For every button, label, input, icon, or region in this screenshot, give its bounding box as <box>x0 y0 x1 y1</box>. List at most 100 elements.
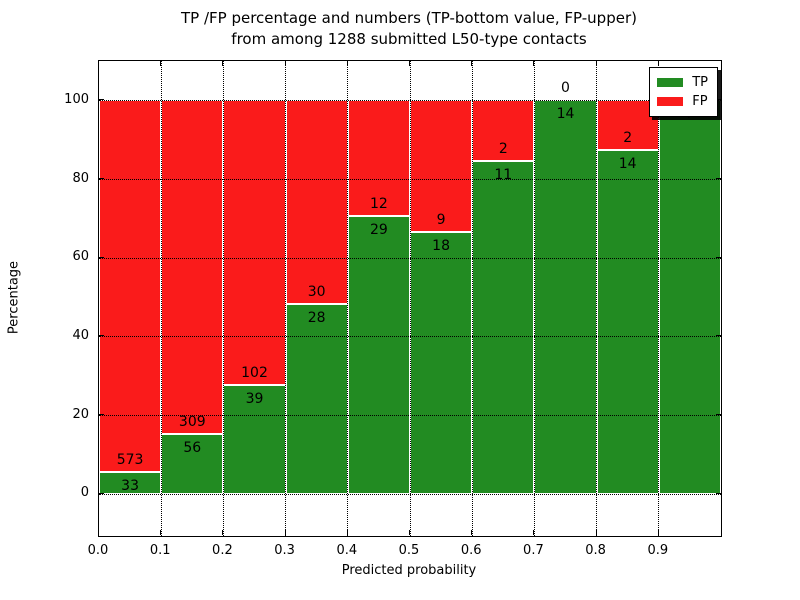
fp-count-label: 0 <box>561 80 570 97</box>
x-tick-label: 0.5 <box>398 543 420 558</box>
bar-segment-tp <box>596 149 659 494</box>
fp-count-label: 12 <box>369 195 388 212</box>
fp-count-label: 2 <box>498 140 508 157</box>
y-tick-label: 0 <box>80 485 89 501</box>
y-tick-mark-right <box>716 335 721 337</box>
bar-segment-tp <box>658 100 721 494</box>
grid-line-horizontal <box>99 257 721 259</box>
y-tick-label: 80 <box>72 170 89 186</box>
grid-line-vertical <box>285 61 287 536</box>
y-tick-label: 60 <box>72 249 89 265</box>
chart-title-line2: from among 1288 submitted L50-type conta… <box>231 30 587 48</box>
tp-count-label: 29 <box>369 221 388 238</box>
legend-label-tp: TP <box>692 75 708 90</box>
y-axis-label: Percentage <box>6 260 22 335</box>
y-tick-mark <box>99 99 104 101</box>
x-tick-label: 0.9 <box>647 543 669 558</box>
y-tick-label: 100 <box>64 91 89 107</box>
fp-count-label: 2 <box>623 129 633 146</box>
x-tick-label: 0.4 <box>336 543 358 558</box>
x-tick-mark-top <box>595 61 597 66</box>
grid-line-vertical <box>471 61 473 536</box>
y-tick-mark-right <box>716 414 721 416</box>
grid-line-vertical <box>347 61 349 536</box>
fp-count-label: 573 <box>116 452 144 469</box>
y-tick-mark <box>99 492 104 494</box>
fp-count-label: 30 <box>307 283 326 300</box>
x-tick-mark <box>346 530 348 535</box>
legend-row-fp: FP <box>657 92 708 111</box>
grid-line-vertical <box>409 61 411 536</box>
tp-count-label: 18 <box>432 237 451 254</box>
x-tick-mark <box>595 530 597 535</box>
y-tick-label: 40 <box>72 327 89 343</box>
tp-count-label: 11 <box>494 166 513 183</box>
x-tick-mark-top <box>98 61 99 66</box>
x-tick-mark <box>409 530 410 535</box>
bar-segment-fp <box>161 100 224 434</box>
legend-swatch-tp <box>657 78 684 87</box>
x-tick-mark <box>98 530 99 535</box>
grid-line-horizontal <box>99 100 721 102</box>
bar-segment-tp <box>347 215 410 494</box>
x-tick-mark-top <box>409 61 410 66</box>
bar-segment-fp <box>410 100 473 232</box>
y-tick-mark <box>99 178 104 180</box>
grid-line-vertical <box>160 61 162 536</box>
bar-segment-tp <box>410 231 473 494</box>
legend-row-tp: TP <box>657 73 708 92</box>
x-axis-label: Predicted probability <box>341 563 477 578</box>
fp-count-label: 9 <box>436 211 446 228</box>
x-tick-mark <box>284 530 286 535</box>
x-tick-mark-top <box>284 61 286 66</box>
x-tick-mark-top <box>533 61 535 66</box>
grid-line-vertical <box>658 61 660 536</box>
fp-count-label: 309 <box>178 413 206 430</box>
legend: TP FP <box>649 67 718 117</box>
bar-segment-tp <box>223 385 286 494</box>
tp-count-label: 33 <box>121 478 140 495</box>
legend-label-fp: FP <box>692 94 708 109</box>
bar-segment-tp <box>161 433 224 494</box>
x-tick-mark <box>471 530 473 535</box>
bar-segment-fp <box>285 100 348 304</box>
grid-line-vertical <box>596 61 598 536</box>
x-tick-mark-top <box>222 61 224 66</box>
grid-line-horizontal <box>99 179 721 181</box>
bar-segment-fp <box>99 100 162 473</box>
bar-segment-tp <box>99 472 162 494</box>
x-tick-mark <box>222 530 224 535</box>
grid-line-horizontal <box>99 493 721 495</box>
tp-count-label: 14 <box>556 106 575 123</box>
x-tick-mark <box>657 530 659 535</box>
chart-title: TP /FP percentage and numbers (TP-bottom… <box>98 8 720 50</box>
x-tick-label: 0.8 <box>585 543 606 558</box>
x-tick-label: 0.7 <box>523 543 544 558</box>
grid-line-vertical <box>222 61 224 536</box>
tp-count-label: 28 <box>307 309 326 326</box>
tp-count-label: 14 <box>618 155 637 172</box>
x-tick-label: 0.6 <box>460 543 482 558</box>
x-tick-label: 0.2 <box>212 543 233 558</box>
chart-title-line1: TP /FP percentage and numbers (TP-bottom… <box>181 9 637 27</box>
grid-line-horizontal <box>99 415 721 417</box>
legend-swatch-fp <box>657 97 684 106</box>
y-tick-label: 20 <box>72 406 89 422</box>
x-tick-mark <box>533 530 535 535</box>
plot-area: 5733330956102393028122991821101421407 TP… <box>98 60 722 537</box>
tp-count-label: 39 <box>245 391 264 408</box>
bar-segment-tp <box>534 100 597 494</box>
bar-segment-tp <box>472 160 535 494</box>
x-tick-mark-top <box>471 61 473 66</box>
x-tick-mark <box>160 530 162 535</box>
bar-segment-fp <box>223 100 286 386</box>
y-tick-mark <box>99 414 104 416</box>
grid-line-horizontal <box>99 336 721 338</box>
bar-segment-tp <box>285 303 348 494</box>
x-tick-mark-top <box>160 61 162 66</box>
y-tick-mark-right <box>716 99 721 101</box>
grid-line-vertical <box>533 61 535 536</box>
tp-count-label: 56 <box>183 439 202 456</box>
x-tick-label: 0.0 <box>87 543 109 558</box>
